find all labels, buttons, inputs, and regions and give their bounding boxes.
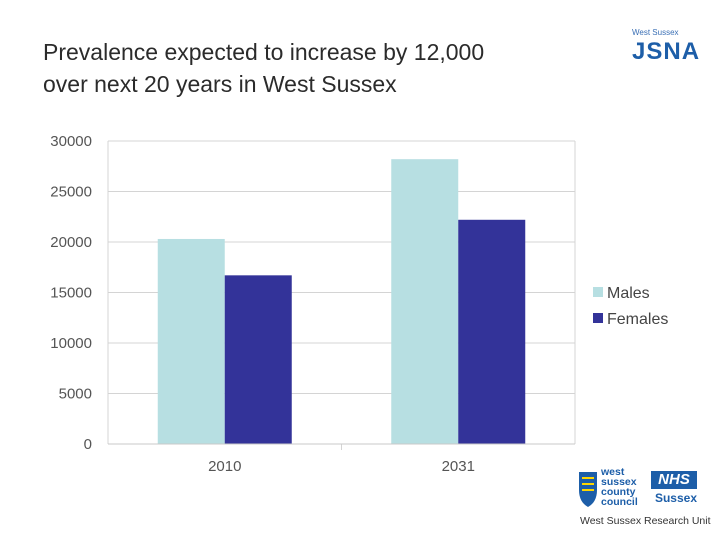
legend-swatch-females	[593, 313, 603, 323]
research-unit-label: West Sussex Research Unit	[580, 515, 711, 527]
y-tick-label: 0	[84, 436, 92, 453]
y-tick-label: 20000	[50, 234, 92, 251]
council-text-line-1: west	[601, 466, 625, 478]
council-text-line-2: sussex	[601, 476, 637, 488]
legend-swatch-males	[593, 287, 603, 297]
jsna-logo-text: JSNA	[632, 38, 701, 65]
y-tick-label: 15000	[50, 285, 92, 302]
bar-females-2031	[458, 219, 526, 444]
legend-label-males: Males	[607, 285, 650, 302]
title-line-2: over next 20 years in West Sussex	[43, 71, 397, 97]
y-tick-label: 5000	[59, 386, 92, 403]
title-line-1: Prevalence expected to increase by 12,00…	[43, 39, 485, 65]
jsna-logo: West Sussex JSNA	[630, 28, 699, 68]
jsna-logo-subtitle: West Sussex	[632, 28, 679, 37]
y-tick-label: 25000	[50, 184, 92, 201]
council-logo	[577, 468, 639, 514]
nhs-mark: NHS	[651, 471, 697, 489]
legend-label-females: Females	[607, 311, 668, 328]
council-logo-text: west sussex county council	[601, 466, 638, 508]
y-tick-label: 10000	[50, 335, 92, 352]
bar-females-2010	[224, 275, 292, 444]
nhs-region: Sussex	[654, 491, 697, 505]
slide-title: Prevalence expected to increase by 12,00…	[43, 36, 603, 100]
x-tick-label: 2010	[208, 458, 241, 475]
nhs-logo: NHS Sussex	[651, 471, 697, 507]
x-tick-label: 2031	[442, 458, 475, 475]
council-crest-icon	[579, 472, 597, 507]
y-tick-label: 30000	[50, 133, 92, 150]
council-text-line-3: county	[601, 486, 636, 498]
council-text-line-4: council	[601, 496, 638, 508]
bar-males-2031	[391, 159, 459, 444]
bar-males-2010	[157, 238, 225, 444]
